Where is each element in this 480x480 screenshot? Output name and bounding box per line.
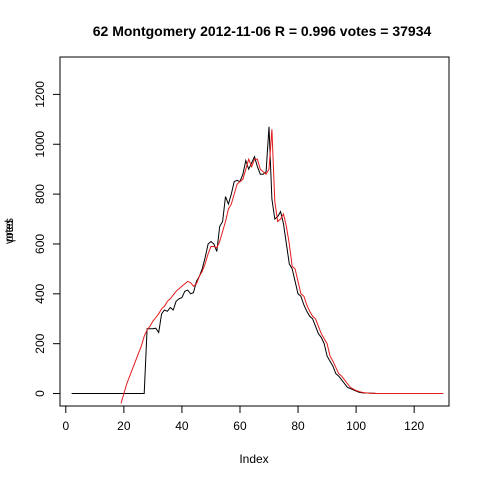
x-tick-label: 100 (346, 419, 366, 433)
y-tick-label: 0 (33, 390, 47, 397)
y-tick-label: 800 (33, 184, 47, 204)
series-line-1 (71, 126, 444, 394)
y-tick-label: 600 (33, 234, 47, 254)
y-axis-label-part-1: votes (2, 218, 16, 244)
x-tick-label: 20 (117, 419, 131, 433)
x-axis: 0 20 40 60 80 100 120 (62, 405, 424, 433)
x-tick-label: 60 (233, 419, 247, 433)
series-line-2 (120, 129, 444, 404)
y-tick-label: 1000 (33, 131, 47, 158)
y-tick-label: 1200 (33, 81, 47, 108)
y-axis-label-part-2: pred (2, 220, 16, 242)
y-axis-label: votes pred (2, 218, 16, 244)
chart-title: 62 Montgomery 2012-11-06 R = 0.996 votes… (93, 23, 432, 39)
y-tick-label: 200 (33, 333, 47, 353)
x-tick-label: 80 (291, 419, 305, 433)
x-axis-label: Index (239, 452, 268, 466)
y-axis: 0 200 400 600 800 1000 1200 (33, 81, 61, 397)
x-tick-label: 0 (62, 419, 69, 433)
plot-area (71, 126, 444, 404)
plot-frame (59, 56, 450, 407)
x-tick-label: 120 (404, 419, 424, 433)
x-tick-label: 40 (175, 419, 189, 433)
y-tick-label: 400 (33, 283, 47, 303)
